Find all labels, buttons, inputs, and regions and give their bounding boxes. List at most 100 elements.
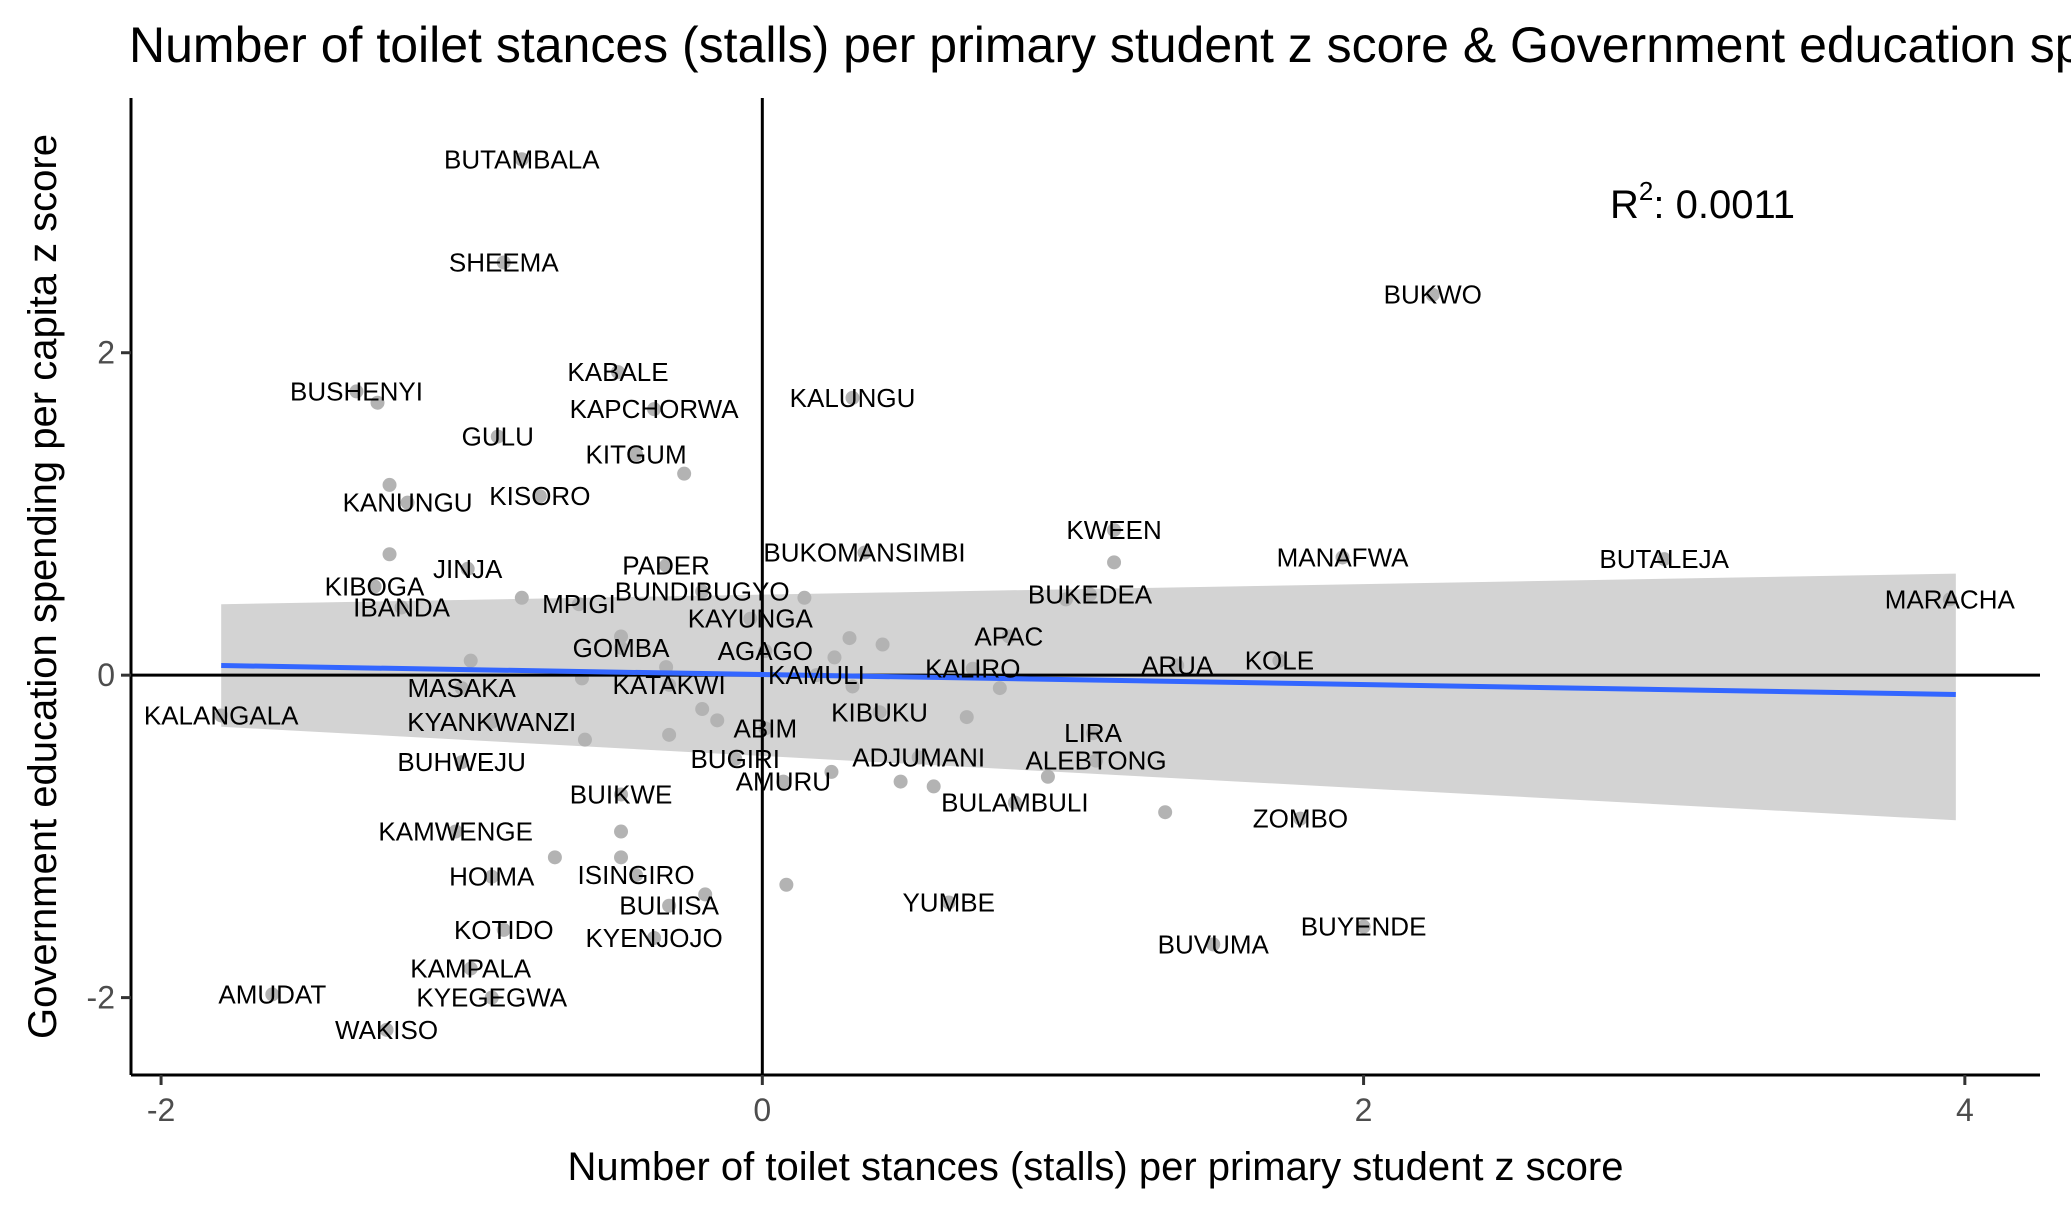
- x-axis-title: Number of toilet stances (stalls) per pr…: [568, 1145, 1624, 1189]
- point-label: BUHWEJU: [397, 747, 526, 777]
- point-label: BULAMBULI: [941, 788, 1088, 818]
- data-point: [514, 590, 529, 605]
- data-point: [571, 597, 586, 612]
- data-point: [1058, 592, 1073, 607]
- point-label: KAMPALA: [410, 954, 532, 984]
- point-label: KALIRO: [925, 654, 1020, 684]
- data-point: [367, 579, 382, 594]
- data-point: [1083, 587, 1098, 602]
- point-label: MARACHA: [1885, 584, 2016, 614]
- data-point: [824, 764, 839, 779]
- data-point: [911, 750, 926, 765]
- y-tick-label: -2: [87, 980, 115, 1016]
- data-point: [797, 590, 812, 605]
- point-label: MPIGI: [542, 589, 616, 619]
- point-label: YUMBE: [902, 887, 994, 917]
- point-label: AGAGO: [718, 636, 813, 666]
- point-label: KABALE: [567, 357, 668, 387]
- data-point: [728, 752, 743, 767]
- data-point: [872, 705, 887, 720]
- point-label: BUYENDE: [1301, 912, 1427, 942]
- point-label: KITGUM: [586, 439, 687, 469]
- data-point: [1089, 753, 1104, 768]
- point-label: JINJA: [433, 554, 503, 584]
- data-point: [941, 895, 956, 910]
- point-label: PADER: [622, 551, 710, 581]
- data-point: [400, 495, 415, 510]
- data-point: [514, 152, 529, 167]
- data-point: [695, 702, 710, 717]
- data-point: [857, 545, 872, 560]
- chart-title: Number of toilet stances (stalls) per pr…: [129, 17, 2071, 73]
- data-point: [1335, 550, 1350, 565]
- data-point: [614, 787, 629, 802]
- data-point: [614, 629, 629, 644]
- point-label: BUTALEJA: [1599, 544, 1729, 574]
- point-label: KAPCHORWA: [570, 394, 740, 424]
- point-label: KANUNGU: [343, 488, 473, 518]
- data-point: [349, 384, 364, 399]
- point-label: BUKEDEA: [1028, 580, 1153, 610]
- data-point: [370, 395, 385, 410]
- data-point: [265, 987, 280, 1002]
- data-point: [1086, 726, 1101, 741]
- x-tick-label: 4: [1956, 1092, 1974, 1128]
- point-label: BUIKWE: [570, 779, 673, 809]
- point-label: KATAKWI: [613, 670, 726, 700]
- point-label: BULIISA: [619, 891, 719, 921]
- axes-layer: -2 0 2 4 -2 0 2: [87, 98, 2040, 1128]
- point-labels-layer: BUTAMBALA SHEEMA BUKWO KABALE BUSHENYI KAPCHO…: [144, 144, 2016, 1045]
- point-label: BUKOMANSIMBI: [763, 538, 965, 568]
- x-tick-label: 2: [1355, 1092, 1373, 1128]
- x-tick-label: 0: [753, 1092, 771, 1128]
- x-tick-label: -2: [147, 1092, 175, 1128]
- data-point: [710, 713, 725, 728]
- data-point: [1356, 919, 1371, 934]
- y-tick-label: 2: [97, 335, 115, 371]
- data-point: [379, 1022, 394, 1037]
- data-point: [1657, 552, 1672, 567]
- data-point: [614, 824, 629, 839]
- data-point: [893, 774, 908, 789]
- r-squared-annotation: R2: 0.0011: [1610, 176, 1795, 227]
- point-label: KALANGALA: [144, 700, 299, 730]
- data-point: [743, 611, 758, 626]
- point-label: MANAFWA: [1277, 542, 1410, 572]
- point-label: APAC: [974, 621, 1043, 651]
- data-point: [926, 779, 941, 794]
- data-point: [382, 477, 397, 492]
- point-label: KOTIDO: [454, 915, 554, 945]
- regression-line: [221, 662, 1956, 698]
- data-point: [382, 547, 397, 562]
- data-point: [1040, 769, 1055, 784]
- point-label: BUNDIBUGYO: [615, 576, 790, 606]
- point-label: BUTAMBALA: [444, 144, 600, 174]
- data-point: [845, 390, 860, 405]
- point-label: KAMWENGE: [378, 817, 533, 847]
- data-point: [484, 990, 499, 1005]
- data-point: [490, 429, 505, 444]
- points-layer: [214, 152, 1957, 1037]
- point-label: BUSHENYI: [290, 376, 423, 406]
- data-point: [214, 708, 229, 723]
- point-label: ARUA: [1141, 650, 1214, 680]
- point-label: KYEGEGWA: [416, 983, 567, 1013]
- y-axis-title: Government education spending per capita…: [21, 134, 65, 1039]
- data-point: [845, 679, 860, 694]
- point-label: ADJUMANI: [852, 742, 985, 772]
- data-point: [1158, 805, 1173, 820]
- point-label: KIBUKU: [831, 697, 928, 727]
- data-point: [629, 868, 644, 883]
- point-label: KOLE: [1245, 646, 1314, 676]
- data-point: [547, 850, 562, 865]
- data-point: [1170, 658, 1185, 673]
- data-point: [662, 727, 677, 742]
- data-point: [496, 922, 511, 937]
- r-squared-value: : 0.0011: [1653, 183, 1795, 227]
- point-label: IBANDA: [353, 592, 450, 622]
- data-point: [496, 255, 511, 270]
- data-point: [1425, 287, 1440, 302]
- point-label: ZOMBO: [1253, 804, 1348, 834]
- reference-lines-layer: [131, 98, 2040, 1075]
